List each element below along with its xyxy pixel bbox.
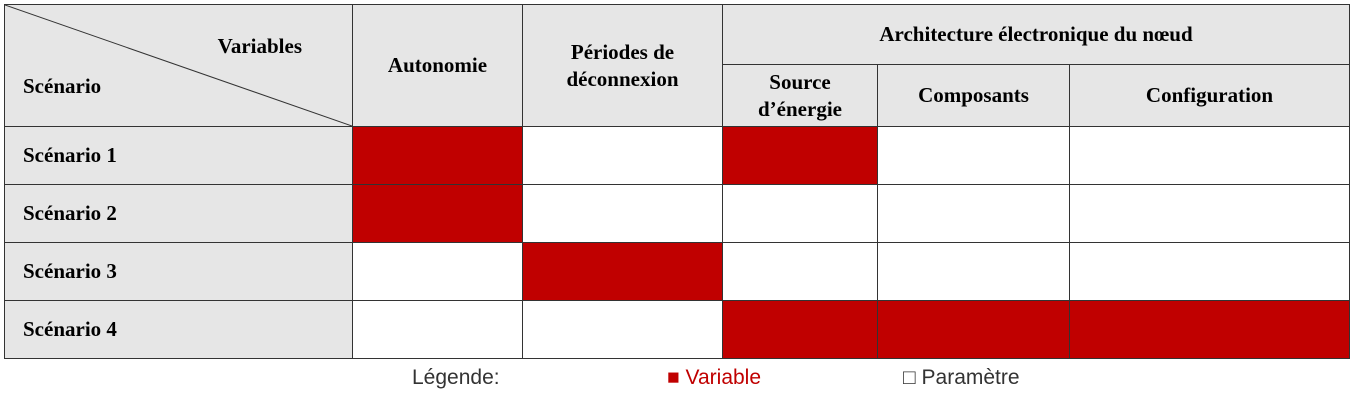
filled-square-icon: ■ [667, 366, 680, 389]
header-periodes-deconnexion: Périodes de déconnexion [522, 4, 723, 127]
header-configuration: Configuration [1069, 64, 1350, 127]
legend-variable: ■ Variable [667, 366, 761, 390]
cell-configuration [1069, 300, 1350, 359]
table-row-scenario-1: Scénario 1 [4, 126, 1350, 185]
cell-composants [877, 126, 1070, 185]
variables-label: Variables [217, 34, 302, 58]
cell-composants [877, 242, 1070, 301]
cell-autonomie [352, 126, 523, 185]
header-composants: Composants [877, 64, 1070, 127]
cell-configuration [1069, 126, 1350, 185]
scenario-label: Scénario [23, 74, 102, 98]
header-autonomie: Autonomie [352, 4, 523, 127]
cell-composants [877, 184, 1070, 243]
diagonal-divider [5, 5, 352, 126]
table-row-scenario-4: Scénario 4 [4, 300, 1350, 359]
cell-source [722, 242, 878, 301]
cell-autonomie [352, 184, 523, 243]
row-label: Scénario 4 [4, 300, 353, 359]
cell-configuration [1069, 184, 1350, 243]
corner-header-cell: Variables Scénario [4, 4, 353, 127]
header-architecture: Architecture électronique du nœud [722, 4, 1350, 65]
table-row-scenario-2: Scénario 2 [4, 184, 1350, 243]
header-source-energie: Source d’énergie [722, 64, 878, 127]
cell-configuration [1069, 242, 1350, 301]
cell-periodes [522, 242, 723, 301]
scenario-matrix-table: Variables Scénario Autonomie Périodes de… [4, 4, 1350, 359]
cell-source [722, 184, 878, 243]
legend-parametre-label: Paramètre [921, 366, 1020, 389]
cell-source [722, 300, 878, 359]
header-source-line2: d’énergie [758, 96, 842, 121]
legend-variable-label: Variable [685, 366, 762, 389]
cell-periodes [522, 184, 723, 243]
header-periodes-line2: déconnexion [566, 66, 679, 91]
row-label: Scénario 2 [4, 184, 353, 243]
header-periodes-line1: Périodes de [570, 39, 675, 64]
legend: Légende: ■ Variable □ Paramètre [0, 366, 1353, 398]
row-label: Scénario 1 [4, 126, 353, 185]
legend-parametre: □ Paramètre [903, 366, 1020, 390]
empty-square-icon: □ [903, 366, 916, 389]
cell-autonomie [352, 242, 523, 301]
cell-autonomie [352, 300, 523, 359]
cell-periodes [522, 300, 723, 359]
header-source-line1: Source [769, 69, 831, 94]
cell-periodes [522, 126, 723, 185]
row-label: Scénario 3 [4, 242, 353, 301]
table-row-scenario-3: Scénario 3 [4, 242, 1350, 301]
legend-title: Légende: [412, 366, 500, 389]
cell-composants [877, 300, 1070, 359]
cell-source [722, 126, 878, 185]
